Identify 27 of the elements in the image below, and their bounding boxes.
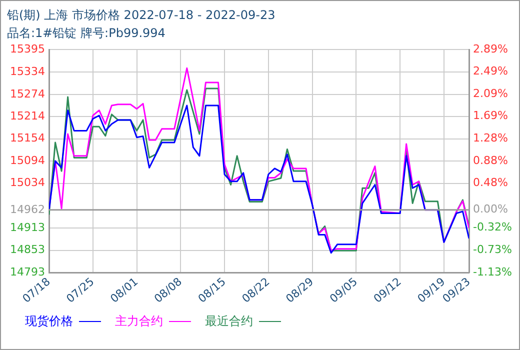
y-tick-label: 15154 [10, 132, 45, 145]
y2-tick-label: -0.32% [473, 220, 512, 234]
y-tick-label: 14793 [10, 265, 45, 278]
y2-tick-label: 0.00% [473, 202, 508, 216]
y2-tick-label: -1.13% [473, 265, 512, 278]
chart-subtitle: 品名:1#铅锭 牌号:Pb99.994 [7, 25, 166, 42]
legend-label: 最近合约 [205, 313, 254, 330]
y2-tick-label: 2.09% [473, 86, 508, 100]
y2-tick-label: 2.49% [473, 64, 508, 78]
legend-label: 主力合约 [115, 313, 164, 330]
y2-tick-label: 0.48% [473, 176, 508, 190]
y-tick-label: 15034 [10, 176, 45, 190]
y-tick-label: 15395 [10, 42, 45, 56]
y2-tick-label: -0.73% [473, 243, 512, 256]
y2-tick-label: 0.88% [473, 154, 508, 167]
chart-title: 铅(期) 上海 市场价格 2022-07-18 - 2022-09-23 [7, 7, 276, 24]
y-tick-label: 15274 [10, 87, 45, 100]
y2-tick-label: 1.69% [473, 109, 508, 122]
y-tick-label: 15334 [10, 65, 45, 78]
y-tick-label: 15214 [10, 109, 45, 122]
y-tick-label: 15094 [10, 154, 45, 167]
y2-tick-label: 1.28% [473, 132, 508, 145]
y-tick-label: 14913 [10, 220, 45, 234]
y-tick-label: 14962 [10, 202, 45, 216]
legend-label: 现货价格 [25, 313, 74, 330]
y-tick-label: 14853 [10, 243, 45, 256]
y2-tick-label: 2.89% [473, 42, 508, 56]
